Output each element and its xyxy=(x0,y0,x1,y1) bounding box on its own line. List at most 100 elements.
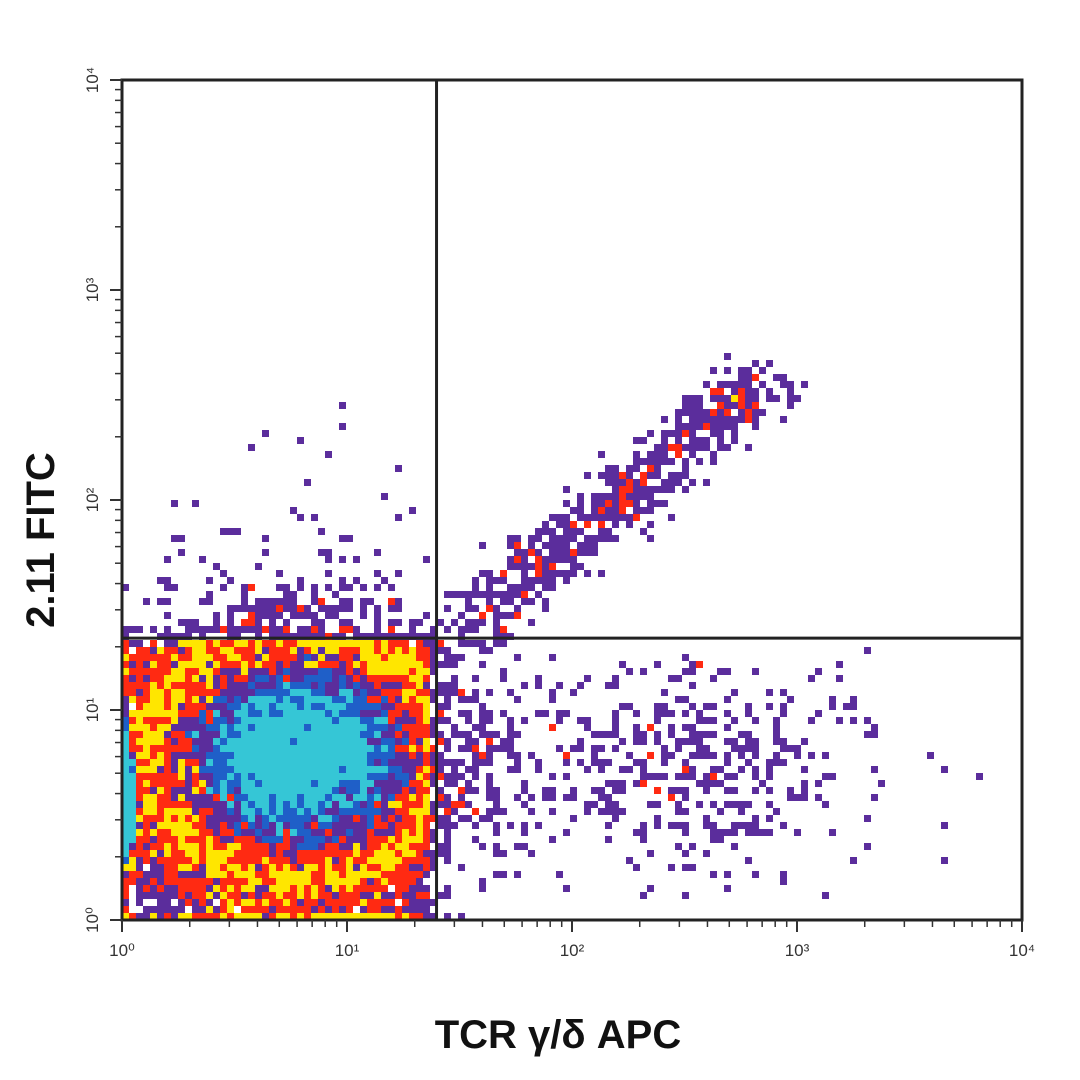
density-cell xyxy=(339,864,346,871)
density-cell xyxy=(416,703,423,710)
density-cell xyxy=(668,864,675,871)
density-cell xyxy=(150,738,157,745)
density-cell xyxy=(773,395,780,402)
density-cell xyxy=(241,626,248,633)
density-cell xyxy=(605,780,612,787)
density-cell xyxy=(325,787,332,794)
density-cell xyxy=(206,626,213,633)
density-cell xyxy=(171,829,178,836)
density-cell xyxy=(605,808,612,815)
density-cell xyxy=(122,871,129,878)
density-cell xyxy=(150,773,157,780)
density-cell xyxy=(332,843,339,850)
density-cell xyxy=(199,801,206,808)
density-cell xyxy=(122,878,129,885)
density-cell xyxy=(437,640,444,647)
density-cell xyxy=(528,850,535,857)
density-cell xyxy=(423,640,430,647)
density-cell xyxy=(346,647,353,654)
density-cell xyxy=(262,871,269,878)
density-cell xyxy=(549,542,556,549)
density-cell xyxy=(598,493,605,500)
density-cell xyxy=(724,710,731,717)
density-cell xyxy=(486,731,493,738)
density-cell xyxy=(682,472,689,479)
density-cell xyxy=(654,458,661,465)
density-cell xyxy=(542,542,549,549)
density-cell xyxy=(171,717,178,724)
density-cell xyxy=(577,682,584,689)
density-cell xyxy=(255,850,262,857)
density-cell xyxy=(479,591,486,598)
density-cell xyxy=(703,731,710,738)
density-cell xyxy=(633,500,640,507)
density-cell xyxy=(122,633,129,640)
density-cell xyxy=(269,640,276,647)
density-cell xyxy=(325,689,332,696)
density-cell xyxy=(262,535,269,542)
density-cell xyxy=(339,871,346,878)
density-cell xyxy=(255,815,262,822)
density-cell xyxy=(276,689,283,696)
density-cell xyxy=(402,857,409,864)
density-cell xyxy=(577,738,584,745)
density-cell xyxy=(241,780,248,787)
density-cell xyxy=(745,801,752,808)
density-cell xyxy=(283,717,290,724)
density-cell xyxy=(318,850,325,857)
density-cell xyxy=(227,675,234,682)
density-cell xyxy=(234,808,241,815)
density-cell xyxy=(332,850,339,857)
density-cell xyxy=(241,892,248,899)
density-cell xyxy=(549,773,556,780)
density-cell xyxy=(668,486,675,493)
density-cell xyxy=(122,808,129,815)
density-cell xyxy=(689,409,696,416)
density-cell xyxy=(143,654,150,661)
density-cell xyxy=(710,703,717,710)
density-cell xyxy=(423,703,430,710)
density-cell xyxy=(143,689,150,696)
density-cell xyxy=(297,675,304,682)
density-cell xyxy=(388,640,395,647)
density-cell xyxy=(304,479,311,486)
density-cell xyxy=(339,906,346,913)
density-cell xyxy=(465,626,472,633)
density-cell xyxy=(164,801,171,808)
density-cell xyxy=(332,640,339,647)
density-cell xyxy=(381,647,388,654)
density-cell xyxy=(255,696,262,703)
density-cell xyxy=(220,710,227,717)
density-cell xyxy=(724,829,731,836)
density-cell xyxy=(612,724,619,731)
density-cell xyxy=(325,808,332,815)
density-cell xyxy=(745,710,752,717)
density-cell xyxy=(423,647,430,654)
density-cell xyxy=(206,682,213,689)
density-cell xyxy=(353,647,360,654)
density-cell xyxy=(136,871,143,878)
density-cell xyxy=(437,773,444,780)
density-cell xyxy=(395,857,402,864)
density-cell xyxy=(227,773,234,780)
density-cell xyxy=(745,745,752,752)
density-cell xyxy=(199,724,206,731)
density-cell xyxy=(220,885,227,892)
density-cell xyxy=(612,493,619,500)
density-cell xyxy=(150,892,157,899)
density-cell xyxy=(661,479,668,486)
density-cell xyxy=(353,794,360,801)
density-cell xyxy=(430,808,437,815)
density-cell xyxy=(360,703,367,710)
density-cell xyxy=(367,913,374,920)
density-cell xyxy=(696,745,703,752)
density-cell xyxy=(171,731,178,738)
density-cell xyxy=(752,388,759,395)
density-cell xyxy=(374,787,381,794)
density-cell xyxy=(178,906,185,913)
density-cell xyxy=(311,780,318,787)
density-cell xyxy=(367,759,374,766)
density-cell xyxy=(801,794,808,801)
density-cell xyxy=(507,738,514,745)
density-cell xyxy=(731,689,738,696)
